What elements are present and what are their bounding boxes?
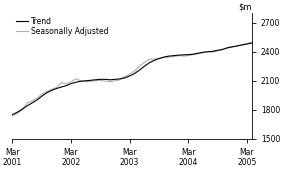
Text: $m: $m [238, 3, 252, 12]
Legend: Trend, Seasonally Adjusted: Trend, Seasonally Adjusted [16, 17, 108, 36]
